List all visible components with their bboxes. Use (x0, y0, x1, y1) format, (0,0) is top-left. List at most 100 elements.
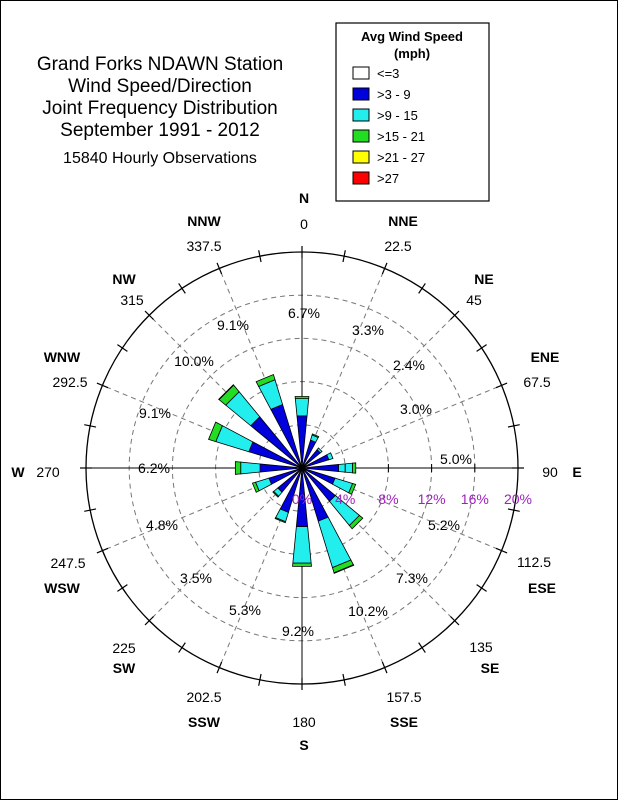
scale-label-0: 0% (292, 491, 312, 507)
pct-label-ssw: 5.3% (229, 602, 261, 618)
outer-tick-1 (342, 250, 346, 263)
spoke-2 (301, 314, 456, 469)
direction-degrees-w: 270 (36, 464, 60, 480)
bar-w-series-3 (234, 461, 242, 475)
legend-label-4: >21 - 27 (377, 150, 425, 165)
direction-degrees-ene: 67.5 (523, 374, 550, 390)
direction-name-ene: ENE (531, 349, 560, 365)
chart-title: Grand Forks NDAWN Station Wind Speed/Dir… (37, 54, 283, 167)
direction-degrees-wnw: 292.5 (52, 374, 87, 390)
scale-label-5: 20% (504, 491, 532, 507)
outer-tick-3 (418, 283, 426, 294)
direction-degrees-nne: 22.5 (384, 238, 411, 254)
bar-nw-series-4 (218, 384, 235, 401)
outer-tick-22 (96, 547, 109, 554)
spoke-3 (301, 384, 502, 469)
bar-se-series-3 (348, 514, 364, 530)
pct-label-nnw: 9.1% (217, 317, 249, 333)
radial-scale-axis: 0% 4% 8% 12% 16% 20% (292, 464, 532, 507)
title-line-1: Grand Forks NDAWN Station (37, 54, 283, 75)
bar-sw-series-3 (272, 490, 280, 498)
outer-tick-29 (178, 283, 186, 294)
direction-degrees-sw: 225 (112, 640, 136, 656)
pct-label-sse: 10.2% (348, 603, 388, 619)
outer-tick-23 (84, 508, 97, 512)
outer-tick-13 (418, 642, 426, 653)
legend-label-1: >3 - 9 (377, 87, 411, 102)
direction-name-n: N (299, 190, 309, 206)
chart-subtitle: 15840 Hourly Observations (63, 150, 257, 167)
pct-label-nne: 3.3% (352, 322, 384, 338)
pct-label-ese: 5.2% (428, 517, 460, 533)
direction-name-nne: NNE (388, 213, 418, 229)
direction-degrees-ne: 45 (466, 292, 482, 308)
bar-e-series-3 (352, 462, 357, 474)
bar-ssw-series-3 (274, 517, 287, 524)
direction-name-wsw: WSW (44, 580, 81, 596)
direction-degrees-ssw: 202.5 (186, 689, 221, 705)
title-line-3: Joint Frequency Distribution (42, 98, 278, 119)
outer-tick-10 (495, 547, 508, 554)
legend-swatch-4 (352, 150, 370, 164)
outer-tick-28 (144, 310, 154, 320)
direction-name-se: SE (481, 660, 500, 676)
scale-label-3: 12% (418, 491, 446, 507)
direction-name-nnw: NNW (187, 213, 221, 229)
direction-name-ese: ESE (528, 580, 556, 596)
legend-swatch-5 (352, 171, 370, 185)
pct-label-ne: 2.4% (393, 357, 425, 373)
pct-label-nw: 10.0% (174, 353, 214, 369)
pct-label-wnw: 9.1% (139, 405, 171, 421)
legend-title-line-2: (mph) (394, 46, 430, 61)
outer-tick-14 (381, 661, 388, 674)
pct-label-n: 6.7% (288, 305, 320, 321)
legend-title-line-1: Avg Wind Speed (361, 29, 463, 44)
legend-label-5: >27 (377, 171, 399, 186)
direction-degrees-e: 90 (542, 464, 558, 480)
outer-tick-7 (507, 424, 520, 428)
legend-label-0: <=3 (377, 66, 399, 81)
legend-swatch-0 (352, 66, 370, 80)
outer-tick-20 (144, 616, 154, 626)
legend-swatch-3 (352, 129, 370, 143)
outer-tick-25 (84, 424, 97, 428)
outer-tick-30 (216, 262, 223, 275)
outer-tick-21 (117, 584, 128, 592)
bar-sse-series-4 (333, 564, 355, 574)
legend-swatch-2 (352, 108, 370, 122)
direction-percent-labels: 6.7% 3.3% 2.4% 3.0% 5.0% 5.2% 7.3% 10.2% 9.2% 5.3… (138, 305, 472, 639)
bar-n-series-2 (294, 398, 310, 417)
outer-tick-31 (258, 250, 262, 263)
outer-tick-17 (258, 673, 262, 686)
outer-tick-5 (476, 344, 487, 352)
bar-wsw-series-3 (251, 481, 260, 493)
legend-label-2: >9 - 15 (377, 108, 418, 123)
outer-tick-15 (342, 673, 346, 686)
bar-s-series-3 (292, 562, 312, 567)
direction-name-w: W (11, 464, 25, 480)
direction-degrees-wsw: 247.5 (50, 555, 85, 571)
direction-name-e: E (572, 464, 581, 480)
bar-wnw-series-3 (207, 421, 223, 443)
scale-label-2: 8% (378, 491, 398, 507)
bar-nnw-series-3 (255, 373, 276, 387)
pct-label-w: 6.2% (138, 460, 170, 476)
outer-tick-19 (178, 642, 186, 653)
direction-degrees-se: 135 (469, 639, 493, 655)
bar-ene-series-2 (326, 452, 334, 461)
direction-degrees-nnw: 337.5 (186, 238, 221, 254)
outer-tick-6 (495, 382, 508, 389)
outer-tick-18 (216, 661, 223, 674)
outer-tick-2 (381, 262, 388, 275)
bar-sse-series-2 (317, 516, 352, 569)
direction-name-ssw: SSW (188, 714, 221, 730)
direction-degrees-n: 0 (300, 216, 308, 232)
legend-swatch-1 (352, 87, 370, 101)
outer-tick-11 (476, 584, 487, 592)
pct-label-e: 5.0% (440, 451, 472, 467)
pct-label-wsw: 4.8% (146, 517, 178, 533)
title-line-4: September 1991 - 2012 (60, 120, 260, 141)
direction-name-s: S (299, 737, 308, 753)
scale-label-4: 16% (461, 491, 489, 507)
